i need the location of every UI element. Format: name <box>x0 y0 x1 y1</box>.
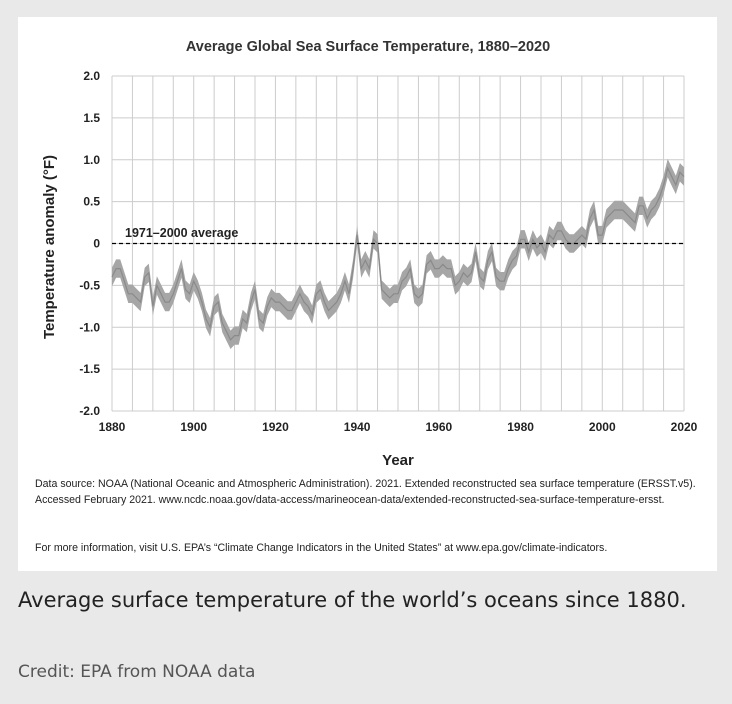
y-tick-label: -1.5 <box>79 362 100 376</box>
chart-title: Average Global Sea Surface Temperature, … <box>186 39 550 55</box>
y-tick-label: 1.0 <box>83 153 100 167</box>
more-info-note: For more information, visit U.S. EPA’s “… <box>35 540 705 556</box>
x-tick-label: 1900 <box>180 420 207 434</box>
x-tick-label: 1940 <box>344 420 371 434</box>
y-axis-label: Temperature anomaly (°F) <box>41 155 58 339</box>
y-tick-label: -1.0 <box>79 320 100 334</box>
x-axis-label: Year <box>382 452 414 469</box>
x-tick-label: 1960 <box>426 420 453 434</box>
y-tick-label: -2.0 <box>79 404 100 418</box>
y-tick-label: 1.5 <box>83 111 100 125</box>
y-tick-label: 0 <box>93 237 100 251</box>
y-tick-label: 0.5 <box>83 195 100 209</box>
x-tick-label: 2000 <box>589 420 616 434</box>
chart-card: Average Global Sea Surface Temperature, … <box>18 17 717 571</box>
y-tick-label: -0.5 <box>79 278 100 292</box>
figure-credit: Credit: EPA from NOAA data <box>18 662 255 682</box>
credit-label: Credit: <box>18 662 75 682</box>
figure-caption: Average surface temperature of the world… <box>18 586 718 615</box>
credit-value: EPA from NOAA data <box>80 662 255 682</box>
x-tick-label: 1920 <box>262 420 289 434</box>
data-source-note: Data source: NOAA (National Oceanic and … <box>35 476 705 508</box>
y-tick-label: 2.0 <box>83 69 100 83</box>
reference-line-label: 1971–2000 average <box>125 226 238 240</box>
x-tick-label: 2020 <box>671 420 698 434</box>
x-tick-label: 1880 <box>99 420 126 434</box>
x-tick-label: 1980 <box>507 420 534 434</box>
